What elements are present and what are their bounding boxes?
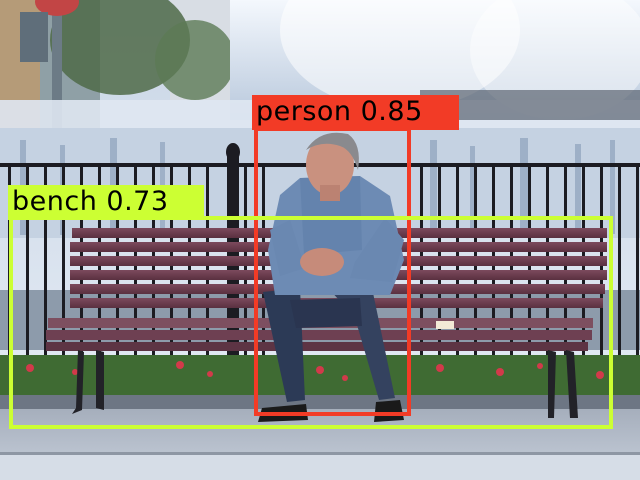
person-detection-label: person 0.85 (252, 95, 459, 130)
bench-detection-label: bench 0.73 (8, 185, 204, 220)
bench-bounding-box (9, 216, 613, 429)
